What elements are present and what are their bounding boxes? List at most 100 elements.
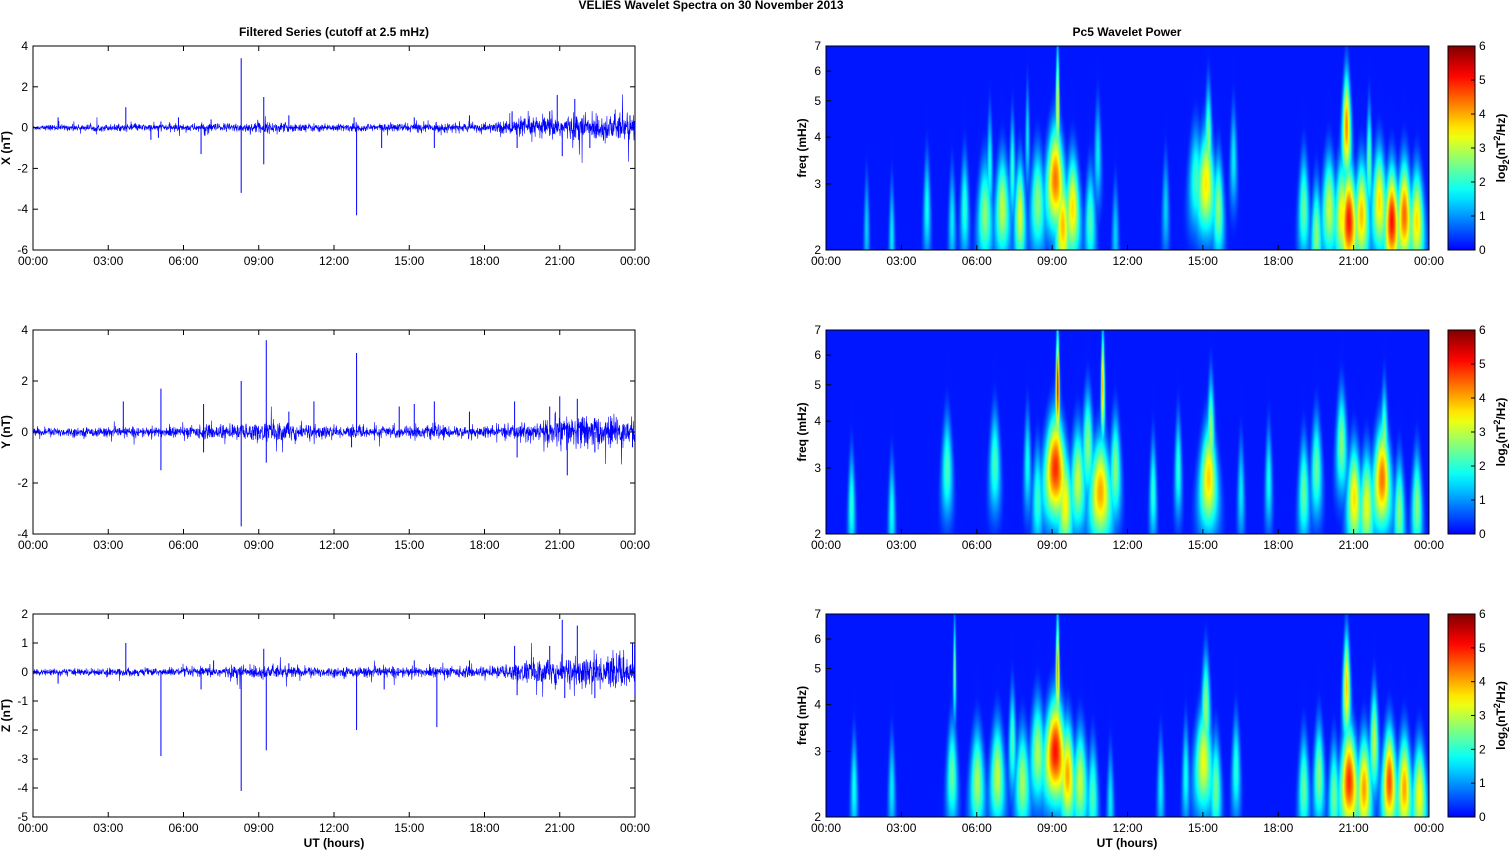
y-tick-label: 4: [21, 323, 28, 337]
colorbar-label-part: (nT: [1494, 424, 1508, 443]
colorbar-tick-label: 6: [1479, 39, 1486, 53]
colorbar-tick-label: 0: [1479, 527, 1486, 541]
x-tick-label: 21:00: [545, 538, 575, 552]
y-tick-label: 6: [814, 348, 821, 362]
colorbar-label-part: 2: [1492, 703, 1502, 708]
x-tick-label: 03:00: [886, 254, 916, 268]
colorbar-label: log2(nT2/Hz): [1492, 114, 1511, 183]
y-tick-label: 2: [814, 527, 821, 541]
x-tick-label: 00:00: [811, 538, 841, 552]
wavelet-heatmap: [826, 614, 1429, 817]
wavelet-heatmap-canvas: [826, 614, 1429, 817]
y-tick-label: -4: [17, 202, 28, 216]
y-axis-label: freq (mHz): [795, 118, 809, 177]
x-tick-label: 03:00: [93, 254, 123, 268]
y-tick-label: 3: [814, 461, 821, 475]
colorbar-tick-label: 2: [1479, 175, 1486, 189]
y-tick-label: -4: [17, 527, 28, 541]
x-tick-label: 21:00: [545, 254, 575, 268]
colorbar-label-part: 2: [1492, 136, 1502, 141]
x-tick-label: 15:00: [394, 254, 424, 268]
y-tick-label: 0: [21, 665, 28, 679]
x-tick-label: 15:00: [1188, 821, 1218, 835]
y-tick-label: 6: [814, 632, 821, 646]
colorbar-tick-label: 5: [1479, 73, 1486, 87]
colorbar-label: log2(nT2/Hz): [1492, 681, 1511, 750]
plot-area: [32, 45, 636, 251]
right-x-axis-label: UT (hours): [1097, 836, 1158, 850]
x-tick-label: 12:00: [319, 538, 349, 552]
colorbar-tick-label: 3: [1479, 425, 1486, 439]
x-tick-label: 12:00: [1112, 538, 1142, 552]
signal-trace: [32, 643, 636, 697]
right-column-title: Pc5 Wavelet Power: [1073, 25, 1182, 39]
colorbar-tick-label: 2: [1479, 459, 1486, 473]
x-tick-label: 06:00: [962, 254, 992, 268]
timeseries-panel-2: -5 -4 -3 -2 -1 0 1 2 00:00 03:00 06:00 09:00 12:00 15…: [0, 607, 650, 835]
x-tick-label: 12:00: [319, 821, 349, 835]
figure-title: VELIES Wavelet Spectra on 30 November 20…: [578, 0, 843, 12]
y-tick-label: 4: [814, 698, 821, 712]
x-tick-label: 03:00: [93, 538, 123, 552]
colorbar-label-part: /Hz): [1494, 398, 1508, 420]
x-tick-label: 00:00: [1414, 538, 1444, 552]
x-tick-label: 09:00: [244, 254, 274, 268]
y-tick-label: 3: [814, 744, 821, 758]
x-tick-label: 12:00: [319, 254, 349, 268]
y-tick-label: 0: [21, 121, 28, 135]
colorbar-tick-label: 1: [1479, 209, 1486, 223]
colorbar-label-part: /Hz): [1494, 681, 1508, 703]
wavelet-panel-2: 2 3 4 5 6 7 00:00 03:00 06:00 09:00 12:00 15:00 18:0…: [795, 607, 1511, 835]
x-tick-label: 12:00: [1112, 254, 1142, 268]
wavelet-panel-0: 2 3 4 5 6 7 00:00 03:00 06:00 09:00 12:00 15:00 18:0…: [795, 39, 1511, 268]
colorbar-tick-label: 3: [1479, 141, 1486, 155]
x-tick-label: 18:00: [1263, 538, 1293, 552]
y-tick-label: -5: [17, 810, 28, 824]
y-tick-label: 2: [21, 374, 28, 388]
colorbar-tick-label: 6: [1479, 323, 1486, 337]
y-axis-label: X (nT): [0, 131, 13, 165]
x-tick-label: 09:00: [244, 821, 274, 835]
signal-trace: [32, 94, 636, 163]
colorbar: [1447, 613, 1476, 818]
colorbar-label-part: 2: [1501, 159, 1511, 164]
colorbar-label-part: 2: [1492, 420, 1502, 425]
wavelet-panel-1: 2 3 4 5 6 7 00:00 03:00 06:00 09:00 12:00 15:00 18:0…: [795, 323, 1511, 552]
colorbar-label-part: log: [1494, 448, 1508, 466]
y-tick-label: 7: [814, 607, 821, 621]
x-tick-label: 09:00: [1037, 538, 1067, 552]
colorbar-tick-label: 2: [1479, 742, 1486, 756]
colorbar-label-part: (nT: [1494, 140, 1508, 159]
plot-area: [32, 613, 636, 818]
y-tick-label: -2: [17, 723, 28, 737]
wavelet-heatmap-canvas: [826, 330, 1429, 534]
colorbar: [1447, 45, 1476, 251]
wavelet-heatmap-canvas: [826, 46, 1429, 250]
colorbar-tick-label: 1: [1479, 493, 1486, 507]
x-tick-label: 06:00: [168, 254, 198, 268]
x-tick-label: 18:00: [469, 254, 499, 268]
colorbar-tick-label: 5: [1479, 641, 1486, 655]
x-tick-label: 06:00: [962, 538, 992, 552]
x-tick-label: 00:00: [18, 821, 48, 835]
x-tick-label: 00:00: [811, 254, 841, 268]
x-tick-label: 15:00: [1188, 538, 1218, 552]
colorbar-label-part: log: [1494, 164, 1508, 182]
x-tick-label: 18:00: [1263, 254, 1293, 268]
colorbar-tick-label: 6: [1479, 607, 1486, 621]
x-tick-label: 06:00: [168, 538, 198, 552]
timeseries-panel-0: -6 -4 -2 0 2 4 00:00 03:00 06:00 09:00 12:00 15:00 1…: [0, 39, 650, 268]
x-tick-label: 03:00: [93, 821, 123, 835]
y-tick-label: 2: [814, 810, 821, 824]
colorbar-tick-label: 3: [1479, 709, 1486, 723]
x-tick-label: 21:00: [545, 821, 575, 835]
y-axis-label: Y (nT): [0, 415, 13, 449]
x-tick-label: 21:00: [1339, 538, 1369, 552]
x-tick-label: 21:00: [1339, 254, 1369, 268]
y-tick-label: 5: [814, 378, 821, 392]
signal-trace: [32, 406, 636, 465]
x-tick-label: 09:00: [1037, 254, 1067, 268]
colorbar-tick-label: 5: [1479, 357, 1486, 371]
x-tick-label: 06:00: [168, 821, 198, 835]
